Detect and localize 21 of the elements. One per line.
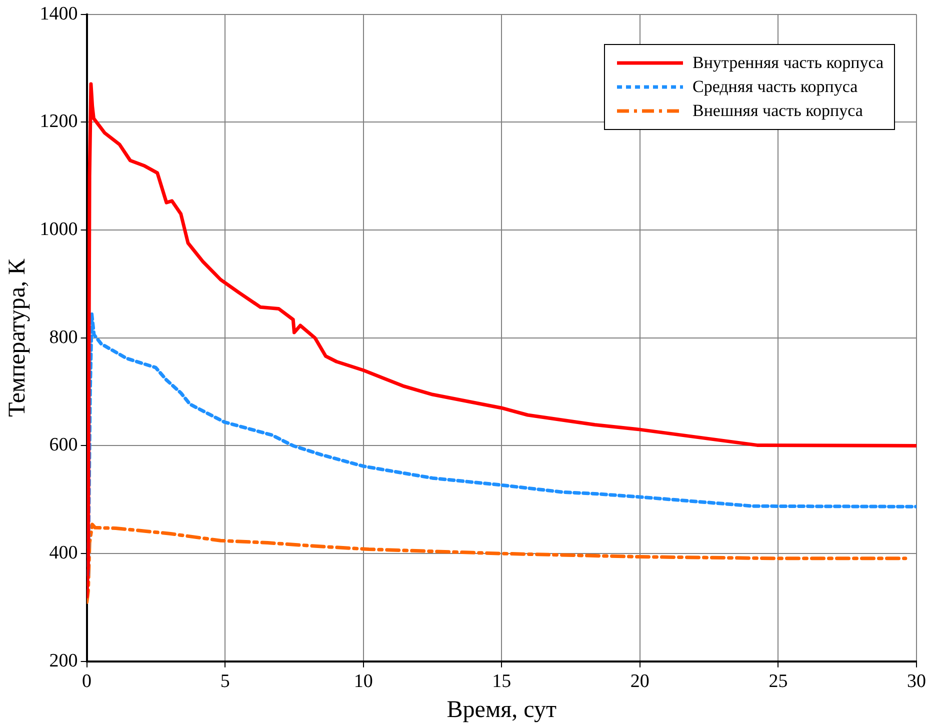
- line-series: [86, 312, 916, 577]
- x-tick-label: 15: [492, 670, 512, 692]
- x-tick-label: 10: [354, 670, 373, 692]
- x-tick-label: 0: [82, 670, 92, 692]
- line-series: [86, 522, 908, 604]
- x-tick-label: 30: [907, 670, 926, 692]
- legend-label: Внутренняя часть корпуса: [692, 52, 884, 74]
- x-axis-title: Время, сут: [446, 696, 558, 723]
- y-tick-label: 800: [49, 326, 78, 348]
- legend-label: Внешняя часть корпуса: [692, 100, 863, 122]
- y-tick-label: 200: [49, 650, 78, 672]
- x-tick-label: 20: [630, 670, 650, 692]
- y-tick-label: 1200: [40, 111, 78, 132]
- y-axis-title: Температура, К: [4, 258, 31, 417]
- y-tick-label: 1400: [40, 3, 78, 24]
- legend-label: Средняя часть корпуса: [692, 76, 858, 98]
- y-tick-label: 400: [49, 542, 78, 564]
- x-tick-label: 5: [220, 670, 230, 692]
- y-tick-label: 600: [49, 434, 78, 456]
- y-tick-label: 1000: [40, 219, 78, 240]
- x-tick-label: 25: [768, 670, 788, 692]
